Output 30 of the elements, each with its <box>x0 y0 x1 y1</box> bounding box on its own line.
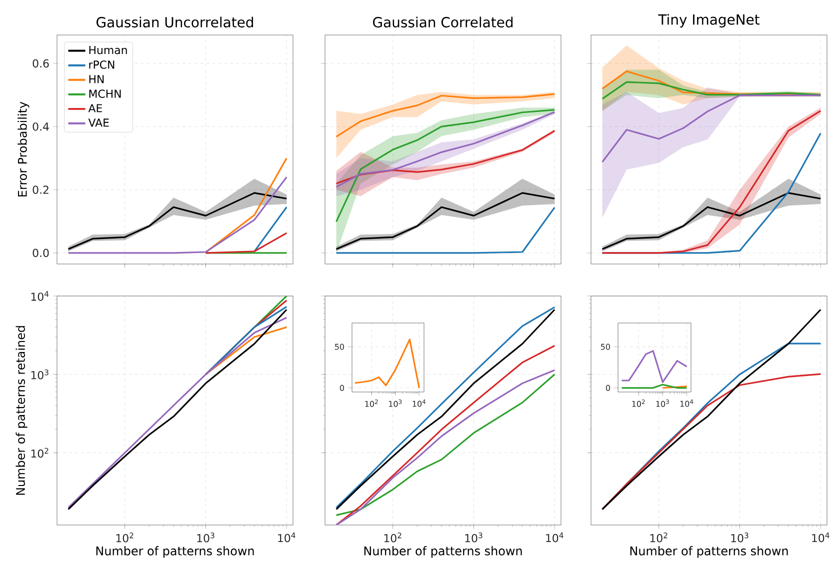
y-tick-label: 0.2 <box>32 186 48 194</box>
y-tick-label: 10$^{2}$ <box>31 448 48 458</box>
x-tick-label: 10$^{4}$ <box>546 532 564 542</box>
y-tick-label: 10$^{4}$ <box>31 291 49 301</box>
legend-label: rPCN <box>89 60 114 69</box>
chart-title: Gaussian Uncorrelated <box>96 16 254 28</box>
x-tick-label: 10$^{2}$ <box>650 532 668 542</box>
legend-label: VAE <box>88 118 109 127</box>
y-axis-title: Error Probability <box>18 102 30 196</box>
legend-label: HN <box>89 75 104 84</box>
x-axis-title: Number of patterns shown <box>364 546 522 558</box>
y-tick-label: 0.0 <box>32 248 49 258</box>
y-tick-label: 0.6 <box>32 59 49 68</box>
x-tick-label: 10$^{3}$ <box>731 532 748 542</box>
legend-label: Human <box>89 46 127 54</box>
x-axis-title: Number of patterns shown <box>630 546 788 558</box>
x-tick-label: 10$^{3}$ <box>465 532 482 542</box>
y-tick-label: 0.4 <box>32 122 49 131</box>
x-tick-label: 10$^{2}$ <box>116 532 134 542</box>
x-axis-title: Number of patterns shown <box>96 546 254 558</box>
chart-title: Tiny ImageNet <box>658 14 760 28</box>
x-tick-label: 10$^{4}$ <box>278 532 296 542</box>
chart-title: Gaussian Correlated <box>373 16 513 28</box>
y-tick-label: 10$^{3}$ <box>31 370 48 380</box>
x-tick-label: 10$^{3}$ <box>197 532 214 542</box>
legend-label: AE <box>88 104 102 112</box>
x-tick-label: 10$^{4}$ <box>812 532 830 542</box>
y-axis-title: Number of patterns retained <box>16 326 28 495</box>
legend-label: MCHN <box>89 90 121 98</box>
x-tick-label: 10$^{2}$ <box>384 532 402 542</box>
